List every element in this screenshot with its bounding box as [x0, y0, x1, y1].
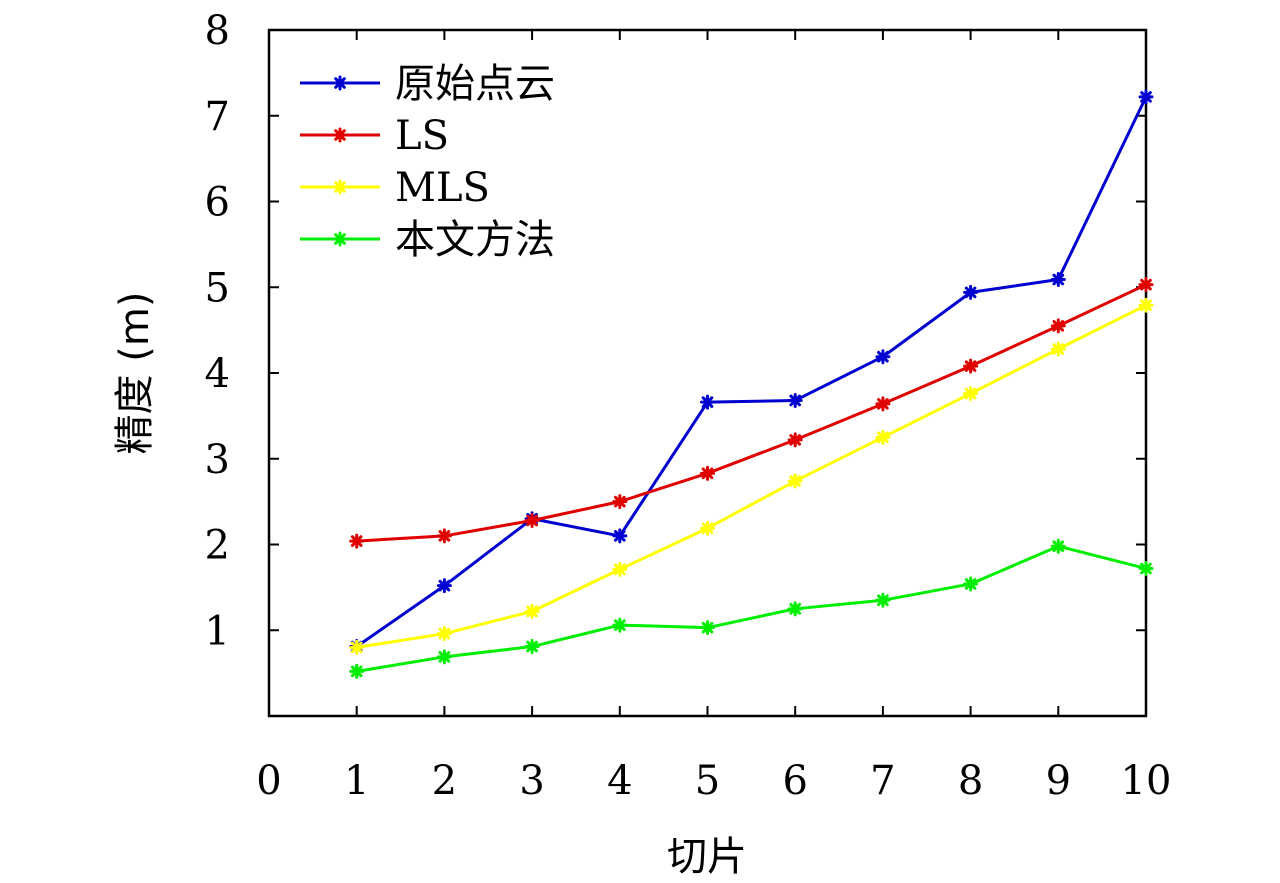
data-point: [963, 576, 979, 592]
x-axis-title: 切片: [667, 834, 747, 880]
data-point: [875, 349, 891, 365]
data-point: [875, 429, 891, 445]
series-3: [349, 297, 1154, 655]
legend-item: LS: [300, 113, 449, 159]
data-point: [963, 284, 979, 300]
data-point: [612, 561, 628, 577]
y-tick-label: 6: [205, 180, 230, 226]
data-point: [612, 528, 628, 544]
x-tick-label: 6: [782, 758, 807, 804]
data-point: [1050, 318, 1066, 334]
series-line: [356, 283, 1147, 543]
x-tick-label: 7: [870, 758, 895, 804]
data-point: [1138, 89, 1154, 105]
data-point: [612, 494, 628, 510]
x-tick-label: 2: [432, 758, 457, 804]
data-point: [349, 663, 365, 679]
legend-item: MLS: [300, 165, 490, 211]
data-point: [875, 396, 891, 412]
data-point: [700, 620, 715, 636]
data-point: [349, 533, 365, 549]
legend-label: LS: [395, 113, 449, 159]
y-tick-label: 5: [205, 265, 230, 311]
data-point: [436, 649, 452, 665]
series-4: [349, 538, 1154, 679]
y-tick-label: 3: [205, 437, 230, 483]
series-line: [356, 303, 1147, 649]
series-line: [356, 544, 1147, 673]
y-tick-label: 2: [205, 523, 230, 569]
data-point: [524, 512, 540, 528]
data-point: [349, 639, 365, 655]
x-tick-label: 5: [695, 758, 720, 804]
data-point: [1050, 341, 1066, 357]
y-tick-label: 1: [205, 608, 230, 654]
legend-marker: [332, 231, 348, 247]
x-tick-label: 4: [607, 758, 632, 804]
x-tick-label: 9: [1046, 758, 1071, 804]
data-point: [1138, 277, 1154, 293]
legend-label: 原始点云: [395, 61, 555, 107]
data-point: [787, 432, 803, 448]
data-point: [875, 592, 891, 608]
data-point: [1050, 272, 1066, 288]
data-point: [1138, 561, 1154, 577]
x-tick-label: 1: [344, 758, 369, 804]
y-axis-title: 精度 (m): [112, 292, 158, 455]
data-point: [963, 386, 979, 402]
data-point: [524, 639, 540, 655]
data-point: [612, 617, 628, 633]
data-point: [700, 465, 715, 481]
legend-marker: [332, 75, 348, 91]
x-tick-label: 10: [1121, 758, 1172, 804]
data-point: [700, 520, 715, 536]
legend-label: MLS: [395, 165, 490, 211]
legend-label: 本文方法: [395, 217, 555, 263]
y-tick-label: 7: [205, 94, 230, 140]
data-point: [436, 578, 452, 594]
legend-marker: [332, 179, 348, 195]
x-tick-label: 8: [958, 758, 983, 804]
legend: 原始点云 LS MLS 本文方法: [300, 61, 555, 263]
legend-marker: [332, 127, 348, 143]
x-tick-label: 3: [519, 758, 544, 804]
legend-item: 原始点云: [300, 61, 555, 107]
data-point: [436, 626, 452, 642]
data-point: [700, 394, 715, 410]
x-tick-label: 0: [256, 758, 281, 804]
y-tick-label: 4: [205, 351, 230, 397]
data-point: [787, 392, 803, 408]
y-tick-label: 8: [205, 8, 230, 54]
data-point: [436, 528, 452, 544]
data-point: [1050, 538, 1066, 554]
x-tick-labels: 0 1 2 3 4 5 6 7 8 9 10: [256, 758, 1171, 804]
series-line: [355, 96, 1148, 648]
y-tick-labels: 1 2 3 4 5 6 7 8: [205, 8, 230, 654]
data-point: [963, 358, 979, 374]
data-point: [787, 473, 803, 489]
series-2: [349, 277, 1154, 549]
data-point: [1138, 297, 1154, 313]
series-layer: [349, 89, 1154, 679]
data-point: [787, 601, 803, 617]
data-point: [524, 603, 540, 619]
legend-item: 本文方法: [300, 217, 555, 263]
